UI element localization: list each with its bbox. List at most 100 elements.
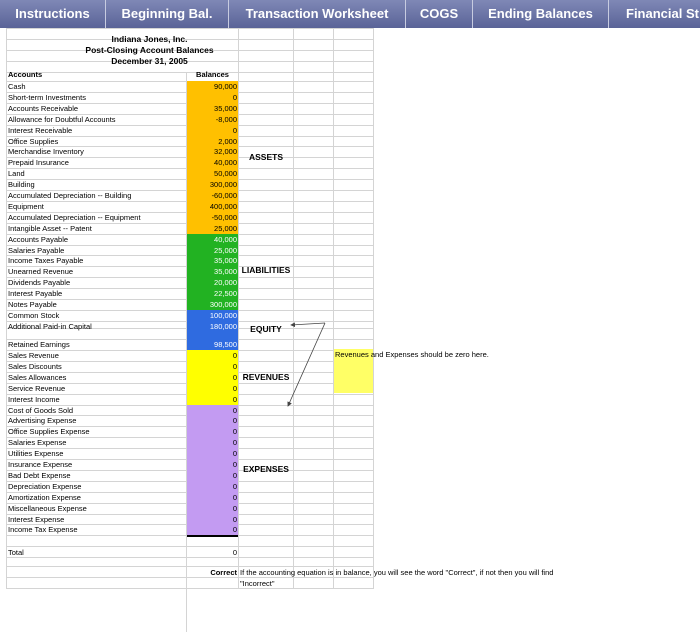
tab-transaction-worksheet[interactable]: Transaction Worksheet	[229, 0, 406, 28]
account-balance[interactable]: 100,000	[209, 310, 237, 320]
account-balance[interactable]: 0	[232, 481, 237, 491]
account-balance[interactable]: 300,000	[209, 300, 237, 309]
account-name: Service Revenue	[8, 383, 66, 393]
account-name: Sales Allowances	[8, 372, 67, 382]
grid-row-line	[6, 61, 374, 62]
account-name: Short-term Investments	[8, 92, 86, 102]
account-balance[interactable]: 0	[232, 405, 237, 415]
account-name: Interest Expense	[8, 514, 65, 524]
account-name: Additional Paid-in Capital	[8, 321, 92, 331]
account-name: Income Tax Expense	[8, 525, 78, 535]
account-name: Salaries Payable	[8, 245, 65, 255]
grid-column-line	[333, 28, 334, 588]
account-name: Dividends Payable	[8, 278, 71, 288]
account-balance[interactable]: 0	[232, 525, 237, 535]
account-balance[interactable]: 180,000	[209, 321, 237, 331]
account-balance[interactable]: 0	[232, 372, 237, 382]
equity-arrows	[287, 322, 326, 407]
tab-ending-balances[interactable]: Ending Balances	[473, 0, 609, 28]
account-balance[interactable]: -50,000	[211, 212, 237, 222]
account-name: Unearned Revenue	[8, 267, 74, 277]
account-balance[interactable]: 300,000	[209, 180, 237, 190]
tab-instructions[interactable]: Instructions	[0, 0, 106, 28]
account-balance[interactable]: 35,000	[214, 256, 237, 266]
account-name: Building	[8, 180, 35, 190]
account-balance[interactable]: 2,000	[218, 136, 237, 146]
liabilities-fill	[187, 233, 238, 310]
account-balance[interactable]: 0	[232, 470, 237, 480]
account-balance[interactable]: 0	[232, 460, 237, 469]
account-name: Land	[8, 169, 25, 179]
grid-row-line	[6, 72, 374, 73]
accounts-header: Accounts	[8, 70, 43, 79]
grid-column-line	[6, 28, 7, 588]
account-name: Depreciation Expense	[8, 481, 82, 491]
account-balance[interactable]: 0	[232, 503, 237, 513]
account-name: Income Taxes Payable	[8, 256, 84, 266]
account-balance[interactable]: 0	[232, 427, 237, 437]
report-date: December 31, 2005	[111, 56, 188, 66]
account-balance[interactable]: -60,000	[211, 191, 237, 200]
account-name: Accounts Payable	[8, 234, 69, 244]
account-balance[interactable]: -8,000	[215, 114, 237, 124]
grid-row-line	[6, 588, 374, 589]
account-balance[interactable]: 90,000	[214, 82, 237, 91]
grid-column-line	[373, 28, 374, 588]
account-name: Office Supplies	[8, 136, 59, 146]
account-balance[interactable]: 0	[232, 383, 237, 393]
worksheet-grid[interactable]: Indiana Jones, Inc. Post-Closing Account…	[0, 28, 700, 632]
account-balance[interactable]: 0	[232, 394, 237, 404]
account-balance[interactable]: 35,000	[214, 267, 237, 277]
tab-cogs[interactable]: COGS	[406, 0, 473, 28]
account-name: Common Stock	[8, 310, 60, 320]
account-name: Prepaid Insurance	[8, 158, 69, 168]
account-balance[interactable]: 20,000	[214, 278, 237, 288]
account-name: Office Supplies Expense	[8, 427, 90, 437]
account-balance[interactable]: 0	[232, 438, 237, 448]
account-balance[interactable]: 40,000	[214, 234, 237, 244]
tab-financial-statements[interactable]: Financial St	[609, 0, 700, 28]
account-balance[interactable]: 22,500	[214, 289, 237, 299]
account-balance[interactable]: 35,000	[214, 103, 237, 113]
grid-row-line	[6, 557, 374, 558]
account-name: Notes Payable	[8, 300, 57, 309]
account-balance[interactable]: 98,500	[214, 340, 237, 349]
grid-row-line	[6, 50, 374, 51]
account-name: Intangible Asset -- Patent	[8, 223, 92, 233]
account-name: Equipment	[8, 201, 44, 211]
account-name: Accumulated Depreciation -- Equipment	[8, 212, 141, 222]
account-balance[interactable]: 0	[232, 351, 237, 360]
account-name: Salaries Expense	[8, 438, 67, 448]
account-balance[interactable]: 0	[232, 125, 237, 135]
grid-column-line	[293, 28, 294, 588]
account-balance[interactable]: 0	[232, 449, 237, 459]
account-balance[interactable]: 25,000	[214, 245, 237, 255]
balance-check-note-line1: If the accounting equation is in balance…	[240, 568, 554, 577]
account-name: Amortization Expense	[8, 492, 81, 502]
account-name: Accumulated Depreciation -- Building	[8, 191, 132, 200]
grid-row-line	[6, 546, 374, 547]
grid-column-line	[238, 28, 239, 588]
report-title: Post-Closing Account Balances	[85, 45, 214, 55]
balance-check-note-line2: "Incorrect"	[240, 579, 275, 588]
account-balance[interactable]: 25,000	[214, 223, 237, 233]
account-balance[interactable]: 0	[232, 416, 237, 426]
account-balance[interactable]: 0	[232, 361, 237, 371]
account-balance[interactable]: 0	[232, 92, 237, 102]
account-name: Bad Debt Expense	[8, 470, 71, 480]
expenses-label: EXPENSES	[243, 464, 289, 474]
account-balance[interactable]: 0	[232, 492, 237, 502]
account-balance[interactable]: 0	[232, 514, 237, 524]
account-name: Miscellaneous Expense	[8, 503, 87, 513]
total-label: Total	[8, 548, 24, 557]
account-balance[interactable]: 400,000	[209, 201, 237, 211]
tab-beginning-balances[interactable]: Beginning Bal.	[106, 0, 229, 28]
grid-row-line	[6, 28, 374, 29]
account-balance[interactable]: 32,000	[214, 147, 237, 157]
account-name: Interest Income	[8, 394, 60, 404]
sheet-tab-bar: Instructions Beginning Bal. Transaction …	[0, 0, 700, 28]
account-balance[interactable]: 40,000	[214, 158, 237, 168]
account-name: Interest Receivable	[8, 125, 73, 135]
grid-row-line	[6, 577, 374, 578]
account-balance[interactable]: 50,000	[214, 169, 237, 179]
